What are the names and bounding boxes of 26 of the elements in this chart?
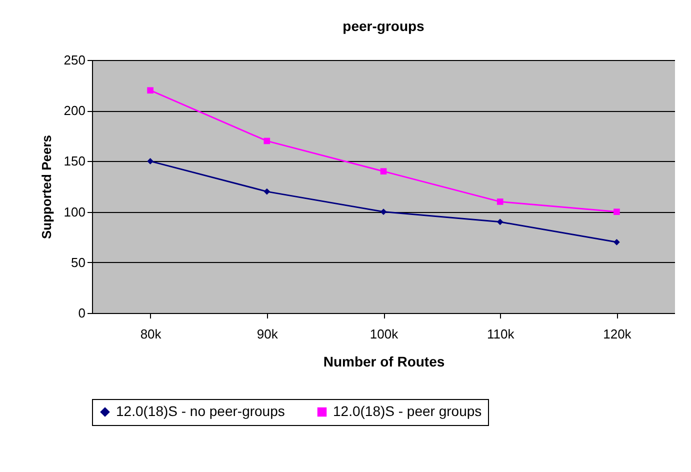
y-tick-label: 100 (64, 204, 86, 220)
point (614, 208, 620, 215)
point (264, 188, 270, 195)
point (264, 138, 270, 144)
point (380, 208, 387, 215)
x-tick-label: 90k (256, 326, 278, 342)
x-axis-title: Number of Routes (323, 354, 445, 370)
point (496, 218, 504, 226)
x-tick-label: 110k (486, 326, 515, 342)
y-tick-label: 200 (64, 103, 86, 118)
legend-label: 12.0(18)S - peer groups (333, 403, 482, 419)
y-tick-label: 150 (64, 154, 86, 169)
y-tick-label: 250 (64, 52, 86, 68)
point (380, 168, 387, 174)
x-tick-label: 80k (140, 326, 162, 342)
point (147, 158, 154, 164)
legend-label: 12.0(18)S - no peer-groups (116, 403, 285, 419)
y-tick-label: 0 (78, 306, 86, 320)
point (147, 87, 154, 94)
chart-title: peer-groups (342, 18, 425, 34)
y-tick-label: 50 (71, 254, 86, 270)
point (496, 198, 504, 205)
y-axis-title: Supported Peers (38, 134, 54, 240)
x-tick-label: 120k (603, 326, 632, 342)
point (614, 239, 620, 246)
x-tick-label: 100k (370, 326, 399, 342)
